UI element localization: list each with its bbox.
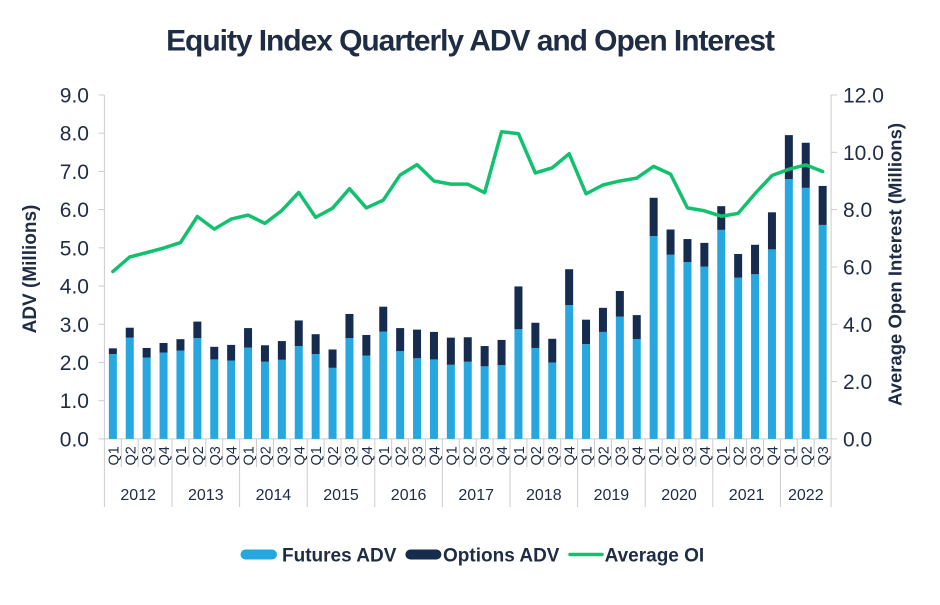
svg-text:Q3: Q3 (681, 446, 697, 465)
svg-text:Q1: Q1 (377, 446, 393, 465)
svg-text:Q4: Q4 (427, 446, 443, 465)
svg-text:Q3: Q3 (275, 446, 291, 465)
svg-text:0.0: 0.0 (60, 428, 89, 451)
svg-text:Q4: Q4 (563, 446, 579, 465)
svg-text:Q2: Q2 (461, 446, 477, 465)
svg-text:Futures ADV: Futures ADV (282, 546, 397, 567)
svg-text:Q3: Q3 (478, 446, 494, 465)
svg-text:8.0: 8.0 (60, 123, 89, 146)
svg-text:Q2: Q2 (732, 446, 748, 465)
svg-text:Q4: Q4 (765, 446, 781, 465)
svg-text:Q1: Q1 (444, 446, 460, 465)
svg-text:2012: 2012 (120, 487, 156, 504)
svg-text:2014: 2014 (256, 487, 292, 504)
svg-text:10.0: 10.0 (843, 142, 884, 165)
svg-text:Q4: Q4 (292, 446, 308, 465)
svg-text:5.0: 5.0 (60, 237, 89, 260)
svg-text:3.0: 3.0 (60, 314, 89, 337)
svg-text:Q2: Q2 (123, 446, 139, 465)
svg-text:2.0: 2.0 (60, 352, 89, 375)
svg-text:4.0: 4.0 (60, 276, 89, 299)
svg-text:Q2: Q2 (394, 446, 410, 465)
svg-text:2020: 2020 (661, 487, 697, 504)
svg-text:Q3: Q3 (749, 446, 765, 465)
svg-text:ADV (Millions): ADV (Millions) (20, 205, 41, 334)
svg-text:0.0: 0.0 (843, 428, 872, 451)
svg-text:Q4: Q4 (495, 446, 511, 465)
svg-text:Q3: Q3 (546, 446, 562, 465)
svg-text:2016: 2016 (391, 487, 427, 504)
svg-text:Q3: Q3 (411, 446, 427, 465)
svg-text:Q4: Q4 (360, 446, 376, 465)
svg-text:9.0: 9.0 (60, 85, 89, 108)
svg-text:Q1: Q1 (174, 446, 190, 465)
svg-text:Q4: Q4 (698, 446, 714, 465)
svg-text:2021: 2021 (729, 487, 765, 504)
svg-text:Q2: Q2 (596, 446, 612, 465)
svg-text:Q3: Q3 (343, 446, 359, 465)
svg-text:Q3: Q3 (816, 446, 832, 465)
svg-text:2017: 2017 (458, 487, 494, 504)
svg-text:Q2: Q2 (799, 446, 815, 465)
svg-text:Q2: Q2 (258, 446, 274, 465)
svg-text:Q2: Q2 (191, 446, 207, 465)
svg-text:Average OI: Average OI (605, 546, 705, 567)
svg-text:2018: 2018 (526, 487, 562, 504)
svg-text:Q2: Q2 (664, 446, 680, 465)
svg-text:Q3: Q3 (140, 446, 156, 465)
svg-text:Options ADV: Options ADV (443, 546, 560, 567)
svg-text:2015: 2015 (323, 487, 359, 504)
svg-text:2.0: 2.0 (843, 371, 872, 394)
svg-text:2019: 2019 (594, 487, 630, 504)
svg-text:Q1: Q1 (242, 446, 258, 465)
svg-text:Q4: Q4 (225, 446, 241, 465)
svg-text:1.0: 1.0 (60, 390, 89, 413)
svg-text:6.0: 6.0 (843, 256, 872, 279)
svg-text:Q1: Q1 (106, 446, 122, 465)
svg-text:Average Open Interest (Million: Average Open Interest (Millions) (885, 123, 906, 406)
svg-text:Q1: Q1 (309, 446, 325, 465)
svg-text:Q4: Q4 (630, 446, 646, 465)
svg-text:Q1: Q1 (782, 446, 798, 465)
svg-text:Equity Index Quarterly ADV and: Equity Index Quarterly ADV and Open Inte… (166, 25, 775, 58)
svg-text:7.0: 7.0 (60, 161, 89, 184)
svg-text:Q1: Q1 (580, 446, 596, 465)
svg-text:Q4: Q4 (157, 446, 173, 465)
svg-text:4.0: 4.0 (843, 314, 872, 337)
svg-text:8.0: 8.0 (843, 199, 872, 222)
svg-text:Q1: Q1 (715, 446, 731, 465)
svg-text:Q2: Q2 (529, 446, 545, 465)
svg-text:Q3: Q3 (208, 446, 224, 465)
svg-text:Q1: Q1 (512, 446, 528, 465)
svg-text:Q3: Q3 (613, 446, 629, 465)
svg-text:Q1: Q1 (647, 446, 663, 465)
svg-text:2022: 2022 (788, 487, 824, 504)
svg-text:6.0: 6.0 (60, 199, 89, 222)
svg-text:2013: 2013 (188, 487, 224, 504)
svg-text:12.0: 12.0 (843, 85, 884, 108)
svg-text:Q2: Q2 (326, 446, 342, 465)
